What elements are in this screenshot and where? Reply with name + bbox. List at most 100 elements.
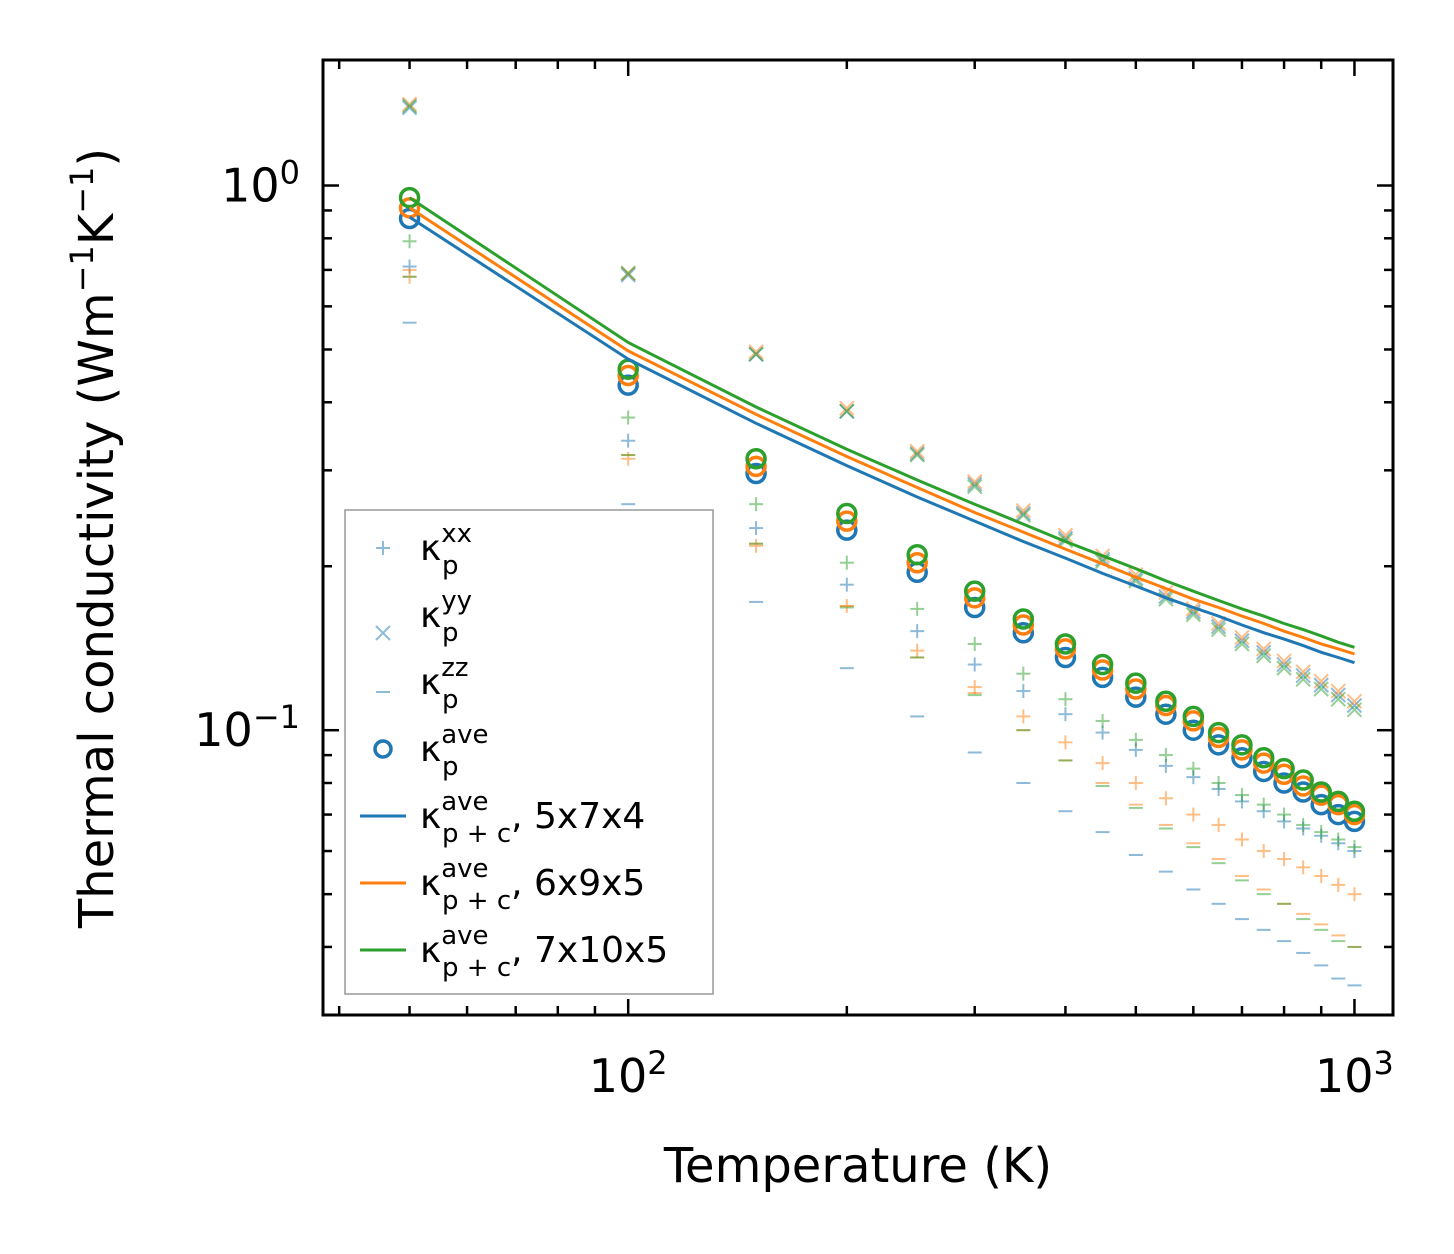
kxx-point bbox=[1296, 860, 1311, 875]
kyy-point-b bbox=[1313, 681, 1329, 697]
kave-point bbox=[1231, 734, 1253, 756]
kxx-point bbox=[1016, 684, 1031, 699]
kxx-point bbox=[1211, 817, 1226, 832]
kyy-point-b bbox=[966, 476, 983, 492]
y-axis-label-suffix: ) bbox=[69, 148, 125, 167]
kave-point bbox=[1207, 734, 1230, 756]
kave-point bbox=[617, 374, 639, 396]
kyy-point-b bbox=[1234, 632, 1250, 649]
kave-point bbox=[1292, 769, 1314, 791]
legend-sub: p + c bbox=[442, 819, 511, 849]
kave-point bbox=[1125, 686, 1147, 708]
kyy-point-b bbox=[1346, 702, 1363, 718]
kave-point bbox=[1054, 633, 1077, 655]
kyy-point bbox=[1330, 691, 1346, 707]
kyy-point-b bbox=[1015, 505, 1032, 522]
kxx-point bbox=[1234, 832, 1249, 847]
kyy-point bbox=[620, 265, 636, 282]
legend-symbol: κ bbox=[420, 729, 441, 770]
legend-label: κave p + c, 6x9x5 bbox=[420, 854, 645, 916]
legend-symbol: κ bbox=[420, 796, 441, 837]
kxx-point bbox=[749, 538, 764, 553]
kxx-point bbox=[1277, 852, 1292, 867]
y-axis-label-mid: K bbox=[69, 212, 125, 245]
legend-sub: p + c bbox=[442, 953, 511, 983]
kyy-point bbox=[1295, 664, 1311, 680]
kyy-point bbox=[966, 478, 983, 495]
kpc-line-5x7x4 bbox=[408, 215, 1355, 665]
kyy-point-b bbox=[1276, 653, 1292, 669]
kyy-point bbox=[1313, 681, 1329, 697]
legend-symbol: κ bbox=[420, 662, 441, 703]
kyy-point-b bbox=[1256, 644, 1272, 661]
kyy-point bbox=[748, 344, 764, 360]
kxx-point bbox=[1211, 775, 1226, 790]
kave-point bbox=[1343, 800, 1366, 822]
legend-label: κave p + c, 5x7x4 bbox=[420, 787, 645, 849]
x-tick-exp: 3 bbox=[1374, 1044, 1394, 1082]
kyy-point bbox=[1234, 636, 1250, 652]
x-axis-label: Temperature (K) bbox=[663, 1138, 1052, 1194]
kyy-point-b bbox=[401, 96, 418, 112]
kave-point bbox=[398, 186, 421, 209]
kyy-point bbox=[1295, 667, 1311, 684]
kave-point bbox=[1252, 747, 1275, 769]
kyy-point bbox=[839, 400, 855, 416]
kyy-point bbox=[401, 96, 418, 112]
legend-box bbox=[344, 509, 714, 995]
kyy-point bbox=[620, 267, 636, 283]
kpc-line-6x9x5 bbox=[408, 206, 1355, 656]
legend-tail: , 5x7x4 bbox=[511, 796, 645, 837]
kxx-point bbox=[1095, 713, 1110, 728]
kyy-point bbox=[1234, 629, 1250, 646]
kxx-point bbox=[1331, 832, 1346, 847]
kyy-point-b bbox=[1185, 604, 1202, 620]
kxx-point bbox=[1186, 807, 1201, 822]
kxx-point bbox=[1314, 868, 1329, 883]
kave-point bbox=[1327, 790, 1350, 813]
kave-point bbox=[1125, 672, 1147, 694]
legend-sup: xx bbox=[441, 519, 472, 549]
kxx-point bbox=[1256, 844, 1271, 859]
kyy-point-b bbox=[748, 346, 764, 362]
kave-point bbox=[1182, 719, 1205, 741]
kyy-point-b bbox=[1276, 656, 1292, 673]
kave-point bbox=[1091, 653, 1114, 676]
kxx-point bbox=[1128, 775, 1143, 790]
kxx-point bbox=[1256, 797, 1271, 812]
kyy-point-b bbox=[1295, 664, 1311, 680]
kyy-point bbox=[1234, 632, 1250, 649]
kxx-point bbox=[1347, 887, 1362, 902]
kyy-point-b bbox=[620, 267, 636, 283]
kxx-point bbox=[749, 497, 764, 512]
kyy-point bbox=[1015, 505, 1032, 522]
kyy-point bbox=[1015, 507, 1032, 524]
kxx-point bbox=[402, 234, 417, 249]
kyy-point-b bbox=[909, 445, 925, 462]
kyy-point bbox=[1210, 621, 1227, 638]
legend-marker-cross bbox=[375, 625, 391, 641]
kxx-point bbox=[621, 433, 636, 448]
kxx-point bbox=[1016, 666, 1031, 681]
legend-sub: p bbox=[442, 618, 459, 648]
kxx-point bbox=[749, 521, 764, 536]
kave-point bbox=[836, 502, 858, 525]
legend-symbol: κ bbox=[420, 528, 441, 569]
y-tick-base: 10 bbox=[194, 703, 253, 757]
legend-sup: zz bbox=[441, 653, 468, 683]
legend-sup: ave bbox=[441, 921, 488, 951]
kyy-point-b bbox=[1295, 667, 1311, 684]
kxx-point bbox=[910, 601, 925, 616]
kxx-point bbox=[967, 636, 982, 651]
y-tick-label: 10−1 bbox=[194, 698, 300, 757]
y-axis-label-prefix: Thermal conductivity (Wm bbox=[69, 292, 125, 929]
kxx-point bbox=[1158, 748, 1173, 763]
kyy-point-b bbox=[1295, 671, 1311, 688]
kxx-point bbox=[1186, 761, 1201, 776]
kyy-point-b bbox=[966, 473, 983, 490]
kave-point bbox=[1012, 621, 1035, 644]
kave-point bbox=[1155, 703, 1177, 725]
x-tick-exp: 2 bbox=[647, 1044, 667, 1082]
